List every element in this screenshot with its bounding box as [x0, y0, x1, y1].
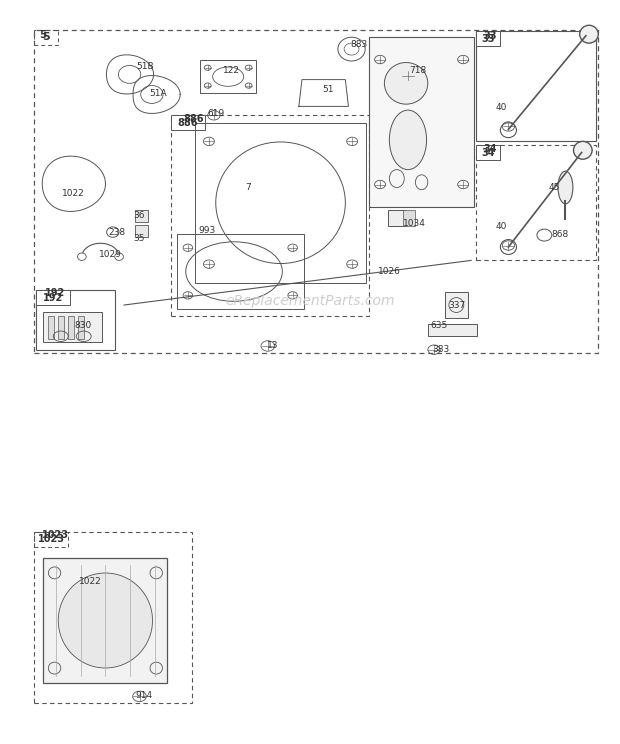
Text: 5: 5	[42, 32, 50, 42]
Text: 122: 122	[223, 66, 240, 75]
Text: 886: 886	[177, 118, 198, 128]
Text: 35: 35	[133, 234, 145, 243]
Ellipse shape	[389, 110, 427, 170]
Ellipse shape	[558, 171, 573, 204]
Bar	[195, 123, 366, 283]
Text: 383: 383	[433, 345, 450, 354]
Bar	[177, 234, 304, 309]
Ellipse shape	[580, 25, 598, 43]
Ellipse shape	[384, 62, 428, 104]
Bar	[43, 312, 102, 342]
Text: 33: 33	[481, 33, 495, 44]
Bar	[36, 290, 70, 305]
Bar	[170, 115, 205, 130]
Text: 1023: 1023	[42, 530, 69, 540]
Bar	[403, 210, 415, 226]
Bar	[58, 316, 64, 339]
Bar	[369, 37, 474, 207]
Ellipse shape	[58, 573, 153, 668]
Bar	[34, 30, 598, 353]
Text: 830: 830	[74, 321, 92, 330]
Bar	[476, 31, 596, 141]
Text: 635: 635	[430, 321, 448, 330]
Bar	[78, 316, 84, 339]
Text: 993: 993	[198, 226, 216, 235]
Text: 718: 718	[409, 66, 427, 75]
Text: 883: 883	[350, 40, 368, 49]
Text: 34: 34	[481, 147, 495, 158]
Bar	[135, 225, 148, 237]
Bar	[388, 210, 406, 226]
Bar	[43, 558, 167, 683]
Ellipse shape	[574, 141, 592, 159]
Text: 914: 914	[135, 691, 153, 700]
Bar	[476, 145, 596, 260]
Text: 51: 51	[322, 85, 334, 94]
Text: 868: 868	[552, 230, 569, 239]
Text: 1034: 1034	[403, 219, 426, 228]
Bar	[34, 532, 192, 703]
Text: 1029: 1029	[99, 250, 122, 259]
Bar	[476, 145, 500, 160]
Text: 13: 13	[267, 341, 278, 350]
Text: 1023: 1023	[38, 534, 64, 545]
Text: 337: 337	[448, 301, 466, 310]
Bar	[34, 30, 58, 45]
Text: 36: 36	[133, 211, 145, 220]
Text: 192: 192	[43, 292, 63, 303]
Text: 192: 192	[45, 288, 66, 298]
Bar	[170, 115, 369, 316]
Text: 51B: 51B	[136, 62, 154, 71]
Bar	[36, 290, 115, 350]
Text: 238: 238	[108, 228, 126, 237]
Text: 40: 40	[496, 222, 507, 231]
Bar	[445, 292, 468, 318]
Bar	[428, 324, 477, 336]
Text: 1022: 1022	[62, 189, 85, 198]
Text: 886: 886	[183, 114, 203, 124]
Bar	[68, 316, 74, 339]
Bar	[476, 31, 500, 46]
Text: 51A: 51A	[149, 89, 166, 97]
Text: 619: 619	[208, 109, 225, 118]
Text: 7: 7	[245, 183, 250, 192]
Bar	[34, 532, 68, 547]
Text: 40: 40	[496, 103, 507, 112]
Text: 45: 45	[549, 183, 560, 192]
Text: 1022: 1022	[79, 577, 102, 586]
Bar	[48, 316, 54, 339]
Text: 33: 33	[483, 31, 497, 41]
Text: 34: 34	[483, 144, 497, 154]
Bar	[135, 210, 148, 222]
Text: eReplacementParts.com: eReplacementParts.com	[225, 295, 395, 308]
Bar	[200, 60, 256, 93]
Text: 5: 5	[39, 30, 46, 40]
Text: 1026: 1026	[378, 267, 401, 276]
